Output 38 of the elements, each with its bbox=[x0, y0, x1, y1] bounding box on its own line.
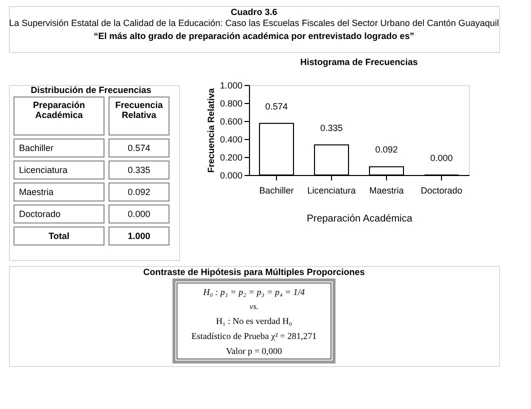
text: 1.000 bbox=[128, 231, 150, 241]
text: Total bbox=[48, 231, 70, 241]
text: Contraste de Hipótesis para Múltiples Proporciones bbox=[143, 267, 365, 277]
text: La Supervisión Estatal de la Calidad de la Educación: Caso las Escuelas Fiscales del Sector Urbano del Cantón Guayaquil bbox=[9, 18, 499, 28]
data-label: 0.335 bbox=[320, 122, 343, 133]
text: 0.092 bbox=[128, 187, 150, 197]
text: 0.000 bbox=[128, 209, 150, 219]
y-tick-label: 1.000 bbox=[220, 80, 242, 90]
category-label: Licenciatura bbox=[19, 165, 68, 175]
text: H₀ : p₁ = p₂ = p₃ = p₄ = 1/4 bbox=[202, 287, 306, 297]
text: Cuadro 3.6 bbox=[230, 7, 278, 17]
text: “El más alto grado de preparación académica por entrevistado logrado es” bbox=[94, 31, 414, 41]
y-axis-title: Frecuencia Relativa bbox=[206, 87, 216, 173]
data-label: 0.092 bbox=[375, 144, 398, 155]
y-tick-label: 0.200 bbox=[220, 152, 242, 162]
text: 0.574 bbox=[128, 143, 150, 153]
chart-title: Histograma de Frecuencias bbox=[300, 57, 418, 67]
x-tick-label: Bachiller bbox=[259, 186, 294, 196]
y-tick-label: 0.800 bbox=[220, 98, 242, 108]
text: Distribución de Frecuencias bbox=[30, 85, 152, 95]
data-label: 0.574 bbox=[265, 101, 288, 112]
text: vs. bbox=[250, 302, 258, 311]
text: Preparación Académica bbox=[32, 100, 86, 120]
x-tick-label: Maestria bbox=[369, 186, 404, 196]
y-tick-label: 0.600 bbox=[220, 116, 242, 126]
text: H₁ : No es verdad H₀ bbox=[216, 316, 292, 326]
text: Valor p = 0,000 bbox=[226, 346, 283, 356]
y-tick-label: 0.000 bbox=[220, 170, 242, 180]
text: Estadístico de Prueba χ² = 281,271 bbox=[191, 331, 317, 341]
data-label: 0.000 bbox=[430, 153, 453, 163]
x-tick-label: Doctorado bbox=[420, 186, 462, 196]
text: 0.335 bbox=[128, 165, 150, 175]
x-tick-label: Licenciatura bbox=[307, 186, 356, 196]
y-tick-label: 0.400 bbox=[220, 134, 242, 144]
category-label: Bachiller bbox=[19, 143, 54, 153]
category-label: Doctorado bbox=[19, 209, 61, 219]
text: Frecuencia Relativa bbox=[115, 100, 164, 120]
x-axis-title: Preparación Académica bbox=[306, 214, 413, 224]
